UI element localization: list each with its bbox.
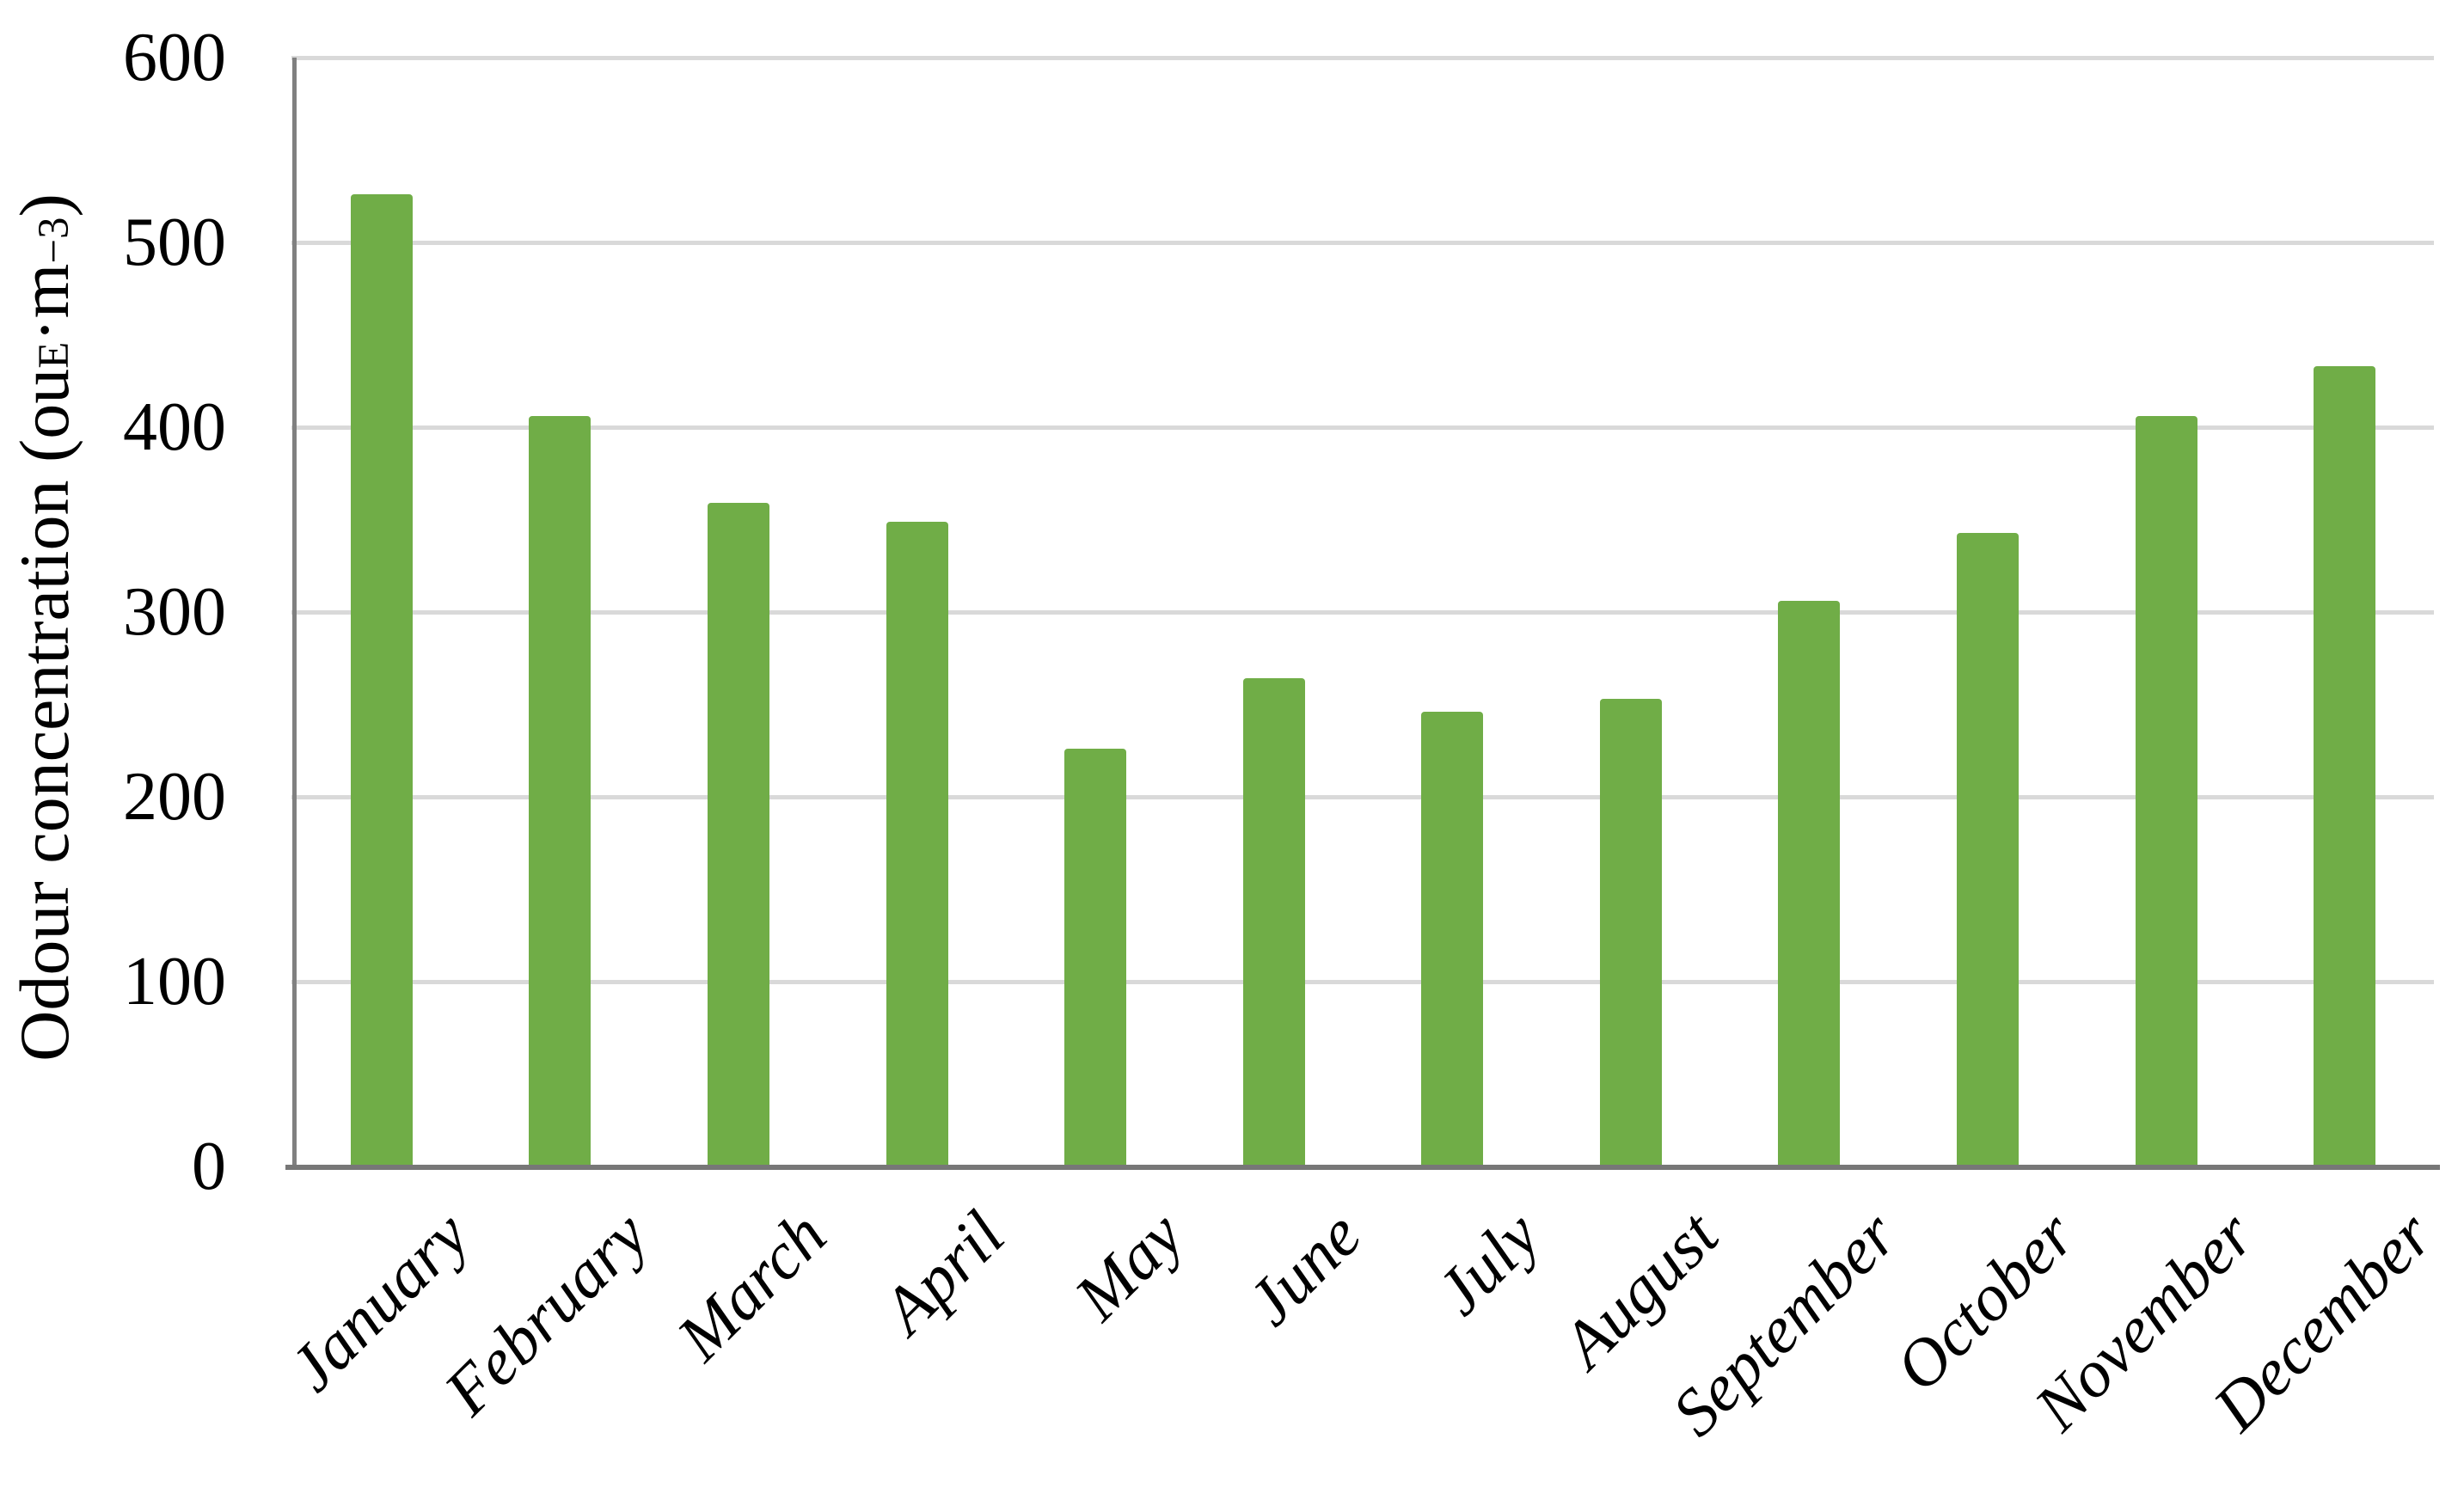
x-category-label-march: March [662,1197,840,1374]
y-tick-label-0: 0 [192,1129,226,1204]
y-tick-label-500: 500 [123,205,226,280]
y-title-subscript: E [29,341,77,369]
bar-april [886,521,948,1166]
x-category-label-july: July [1421,1197,1554,1329]
gridline-300 [291,610,2434,615]
x-category-label-june: June [1233,1197,1376,1340]
bar-march [707,503,769,1166]
gridline-100 [291,980,2434,984]
y-tick-label-100: 100 [123,944,226,1019]
bar-october [1957,532,2020,1166]
bar-july [1421,712,1484,1166]
bar-february [529,416,591,1166]
y-tick-label-200: 200 [123,759,226,835]
gridline-600 [291,56,2434,60]
gridline-400 [291,425,2434,430]
y-tick-label-300: 300 [123,574,226,650]
bar-august [1599,699,1662,1166]
bar-may [1064,749,1127,1166]
y-tick-label-400: 400 [123,389,226,465]
bar-january [350,194,413,1166]
y-tick-label-600: 600 [123,20,226,95]
bar-december [2314,366,2376,1166]
gridline-500 [291,241,2434,245]
gridline-200 [291,795,2434,799]
bar-november [2135,416,2197,1166]
x-category-label-may: May [1059,1197,1198,1334]
x-axis-line [285,1165,2440,1170]
bar-june [1242,678,1305,1166]
y-axis-line [292,58,297,1166]
x-category-label-april: April [867,1197,1019,1348]
bar-september [1778,601,1841,1166]
